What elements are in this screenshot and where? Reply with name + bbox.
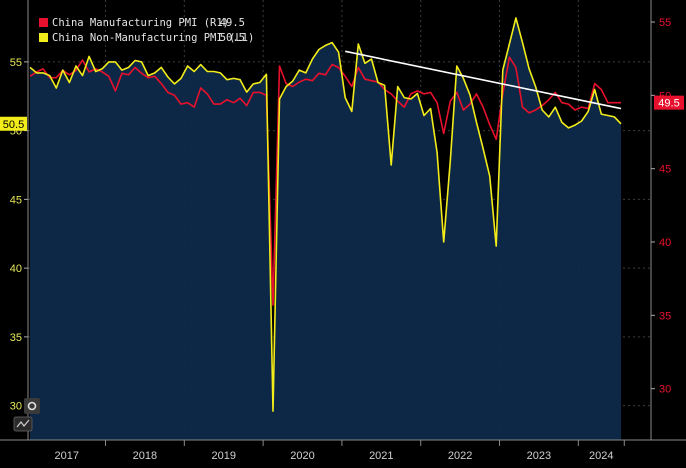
left-tick-label-1: 35 [10, 332, 22, 344]
right-tick-label-1: 35 [659, 310, 671, 322]
trendline [345, 50, 622, 110]
legend: China Manufacturing PMI (R1) 49.5 China … [39, 17, 254, 44]
x-tick-label-4: 2021 [369, 450, 393, 462]
right-badge-bg [654, 95, 684, 110]
camera-button[interactable] [24, 398, 40, 414]
last-value-badges: 50.5 49.5 [0, 95, 684, 131]
x-tick-label-3: 2020 [290, 450, 314, 462]
trendline-group [345, 50, 622, 110]
legend-value-nonmanufacturing: 50.5 [220, 32, 245, 44]
left-badge-label: 50.5 [3, 119, 24, 131]
series-lines [29, 17, 622, 412]
x-tick-label-0: 2017 [55, 450, 79, 462]
right-tick-label-3: 45 [659, 164, 671, 176]
legend-label-manufacturing: China Manufacturing PMI (R1) [52, 17, 229, 29]
right-tick-label-2: 40 [659, 237, 671, 249]
right-tick-label-5: 55 [659, 17, 671, 29]
series-line-1 [29, 56, 621, 306]
legend-swatch-manufacturing [39, 18, 48, 27]
left-tick-label-0: 30 [10, 401, 22, 413]
series-areas [30, 17, 621, 441]
legend-value-manufacturing: 49.5 [220, 17, 245, 29]
left-tick-label-5: 55 [10, 57, 22, 69]
left-tick-label-2: 40 [10, 263, 22, 275]
left-badge-bg [0, 116, 27, 131]
x-axis-ticks: 2017 2018 2019 2020 2021 2022 2023 2024 [55, 440, 625, 462]
right-tick-label-0: 30 [659, 384, 671, 396]
x-tick-label-1: 2018 [133, 450, 157, 462]
line-chart-icon [16, 419, 30, 428]
x-tick-label-6: 2023 [527, 450, 551, 462]
x-tick-label-2: 2019 [211, 450, 235, 462]
legend-label-nonmanufacturing: China Non-Manufacturing PMI (L1) [52, 32, 254, 44]
camera-icon [27, 401, 37, 411]
series-line-0 [29, 17, 622, 412]
legend-swatch-nonmanufacturing [39, 33, 48, 42]
x-tick-label-5: 2022 [448, 450, 472, 462]
chart-type-button[interactable] [13, 416, 33, 432]
x-tick-label-7: 2024 [589, 450, 613, 462]
right-badge-label: 49.5 [658, 98, 679, 110]
series-area-0 [30, 17, 621, 441]
left-tick-label-3: 45 [10, 194, 22, 206]
